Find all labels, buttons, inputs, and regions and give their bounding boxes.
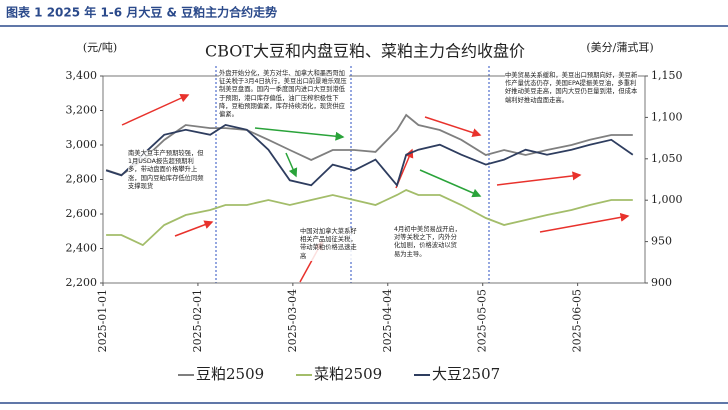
y-tick-label: 3,200 (66, 104, 98, 117)
y2-axis-label: (美分/蒲式耳) (586, 40, 653, 54)
y2-tick-label: 1,100 (651, 110, 683, 123)
y-tick-label: 2,200 (66, 276, 98, 289)
y-tick-label: 2,600 (66, 207, 98, 220)
x-tick-label: 2025-02-01 (191, 289, 204, 352)
y-axis-label: (元/吨) (83, 41, 117, 54)
legend-label: 菜粕2509 (314, 365, 382, 383)
arrow (539, 212, 630, 233)
arrow (424, 116, 482, 137)
arrows (121, 94, 630, 283)
y2-tick-label: 900 (651, 276, 672, 289)
x-tick-label: 2025-01-01 (96, 289, 109, 352)
arrow (419, 169, 482, 198)
y-tick-label: 2,800 (66, 173, 98, 186)
y-tick-label: 2,400 (66, 242, 98, 255)
legend-label: 大豆2507 (432, 365, 500, 383)
y2-tick-label: 1,050 (651, 152, 683, 165)
annotation: 4月初中美贸易战开启，对等关税之下，内外分化加剧，价格波动以贸易为主导。 (394, 226, 462, 259)
figure-caption: 图表 1 2025 年 1-6 月大豆 & 豆粕主力合约走势 (6, 5, 277, 20)
y-tick-label: 3,000 (66, 138, 98, 151)
arrow (285, 152, 298, 178)
annotation: 中美贸易关系缓和，美豆出口预期向好，美豆新作产量优态仍存，美国EPA提振美豆油，… (505, 72, 638, 105)
arrow (174, 220, 214, 237)
x-tick-label: 2025-03-04 (286, 289, 299, 352)
arrow (254, 127, 345, 141)
series-line (106, 189, 633, 247)
series-line (105, 113, 633, 176)
arrow (496, 171, 582, 186)
y2-tick-label: 1,150 (651, 69, 683, 82)
legend-label: 豆粕2509 (196, 365, 264, 383)
y-tick-label: 3,400 (66, 69, 98, 82)
arrow (121, 94, 190, 126)
y2-tick-label: 1,000 (651, 193, 683, 206)
x-tick-label: 2025-05-05 (476, 289, 489, 352)
x-tick-label: 2025-04-04 (381, 289, 394, 352)
series-line (105, 123, 634, 188)
y2-tick-label: 950 (651, 235, 672, 248)
x-tick-label: 2025-06-05 (571, 289, 584, 352)
annotation: 中国对加拿大菜系籽相关产品加征关税，带动菜粕价格迅速走高 (300, 228, 360, 261)
annotation: 外盘开始分化，美方对华、加拿大和墨西哥加征关税于3月4日执行，美豆出口前景难乐观… (219, 70, 349, 120)
annotation: 南美大豆丰产预期较强，但1月USDA报告超预期利多，带动盘面价格攀升上涨，国内豆… (128, 150, 206, 191)
chart-title: CBOT大豆和内盘豆粕、菜粕主力合约收盘价 (205, 42, 525, 61)
